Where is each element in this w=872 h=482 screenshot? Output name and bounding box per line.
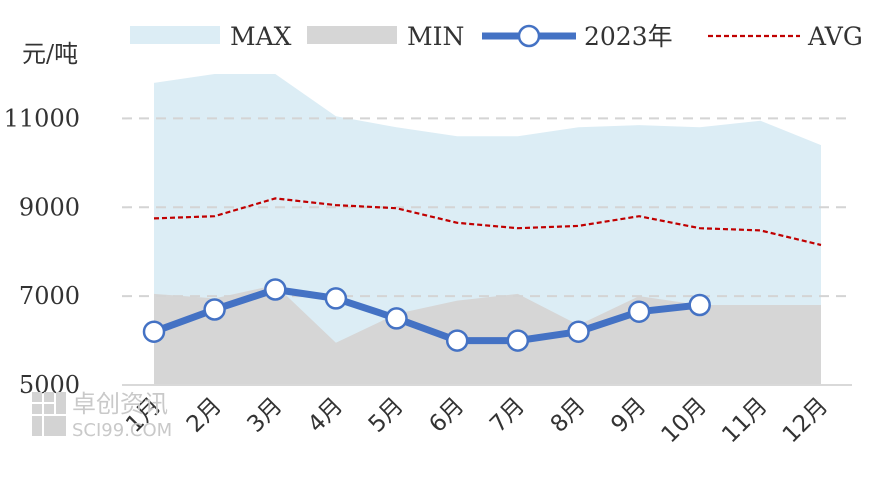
watermark-site-text: SCI99.COM xyxy=(72,420,172,441)
legend: MAX MIN 2023年 AVG xyxy=(130,22,863,51)
x-tick-label: 4月 xyxy=(303,393,348,438)
legend-label: MIN xyxy=(407,22,464,51)
x-tick-label: 7月 xyxy=(485,393,530,438)
series-point-2023 xyxy=(445,329,469,352)
series-line-2023 xyxy=(152,286,701,345)
y-tick-label: 11000 xyxy=(4,104,80,132)
legend-item-min: MIN xyxy=(307,22,464,51)
x-tick-label: 12月 xyxy=(778,393,833,448)
x-tick-label: 2月 xyxy=(182,393,227,438)
legend-item-max: MAX xyxy=(130,22,292,51)
x-tick-label: 3月 xyxy=(243,393,288,438)
legend-label: MAX xyxy=(230,22,292,51)
x-tick-label: 11月 xyxy=(717,393,772,448)
y-tick-label: 7000 xyxy=(19,282,80,310)
series-point-2023 xyxy=(264,278,287,301)
x-tick-label: 8月 xyxy=(546,393,591,438)
x-tick-label: 6月 xyxy=(424,393,469,438)
series-point-2023 xyxy=(142,320,166,343)
series-point-2023 xyxy=(203,298,226,321)
legend-label: AVG xyxy=(807,22,863,51)
y-axis-unit-label: 元/吨 xyxy=(22,40,78,68)
series-point-2023 xyxy=(385,307,408,330)
legend-swatch-max xyxy=(130,26,220,44)
watermark: 卓创资讯 SCI99.COM xyxy=(32,390,172,441)
x-tick-label: 5月 xyxy=(364,393,409,438)
series-line-avg xyxy=(153,197,822,247)
avg-layer xyxy=(153,197,822,247)
watermark-logo-icon xyxy=(32,392,66,436)
series-point-2023 xyxy=(627,300,651,323)
series-point-2023 xyxy=(324,287,348,310)
series-point-2023 xyxy=(506,329,530,352)
legend-label: 2023年 xyxy=(584,22,673,51)
line-layer xyxy=(142,278,711,352)
x-tick-label: 10月 xyxy=(657,393,712,448)
legend-item-avg: AVG xyxy=(708,22,863,51)
legend-marker-2023 xyxy=(517,24,541,48)
x-tick-label: 9月 xyxy=(606,393,651,438)
legend-item-2023: 2023年 xyxy=(482,22,673,51)
series-point-2023 xyxy=(688,293,711,317)
watermark-logo-text: 卓创资讯 xyxy=(72,390,168,418)
legend-swatch-min xyxy=(307,26,397,44)
series-point-2023 xyxy=(567,320,590,343)
y-tick-label: 9000 xyxy=(19,193,80,221)
